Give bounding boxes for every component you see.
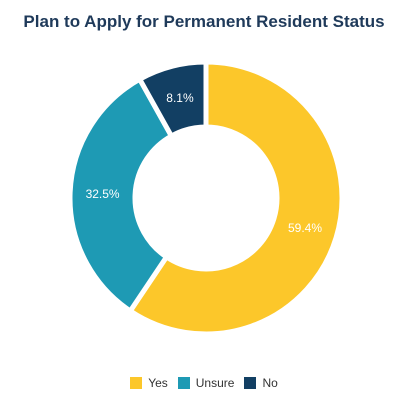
slice-yes	[126, 59, 345, 337]
data-label-yes: 59.4%	[288, 221, 322, 235]
slice-no	[136, 59, 209, 140]
legend-item-yes: Yes	[130, 376, 168, 390]
legend-swatch-unsure	[177, 377, 190, 389]
legend-swatch-yes	[130, 377, 143, 389]
legend-item-no: No	[244, 376, 278, 390]
donut-chart: 59.4% 32.5% 8.1%	[67, 59, 345, 337]
legend-label-unsure: Unsure	[195, 376, 235, 390]
data-label-no: 8.1%	[166, 91, 194, 105]
chart-title: Plan to Apply for Permanent Resident Sta…	[23, 12, 385, 31]
legend-label-yes: Yes	[148, 376, 168, 390]
legend-item-unsure: Unsure	[177, 376, 235, 390]
slice-unsure	[67, 75, 175, 315]
legend-swatch-no	[244, 377, 257, 389]
data-label-unsure: 32.5%	[86, 187, 120, 201]
legend-label-no: No	[262, 376, 278, 390]
chart-legend: Yes Unsure No	[0, 376, 408, 390]
